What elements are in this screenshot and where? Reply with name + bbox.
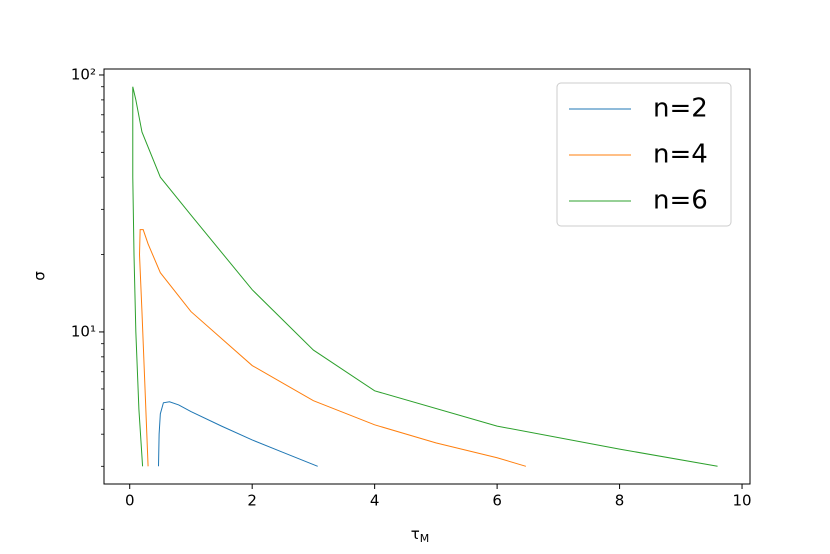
y-tick-label: 10¹: [71, 322, 96, 340]
y-tick-label: 10²: [71, 65, 96, 83]
series-line: [132, 86, 718, 467]
x-tick-label: 4: [370, 492, 380, 510]
x-axis-label-main: τ: [411, 525, 420, 543]
plot-frame: [103, 68, 751, 485]
x-axis-label: τM: [411, 525, 430, 546]
legend-label: n=4: [653, 140, 708, 170]
legend-label: n=6: [653, 186, 708, 216]
series-line: [139, 229, 527, 467]
series-line: [158, 401, 318, 467]
legend-box: [556, 82, 732, 227]
x-tick-label: 2: [247, 492, 257, 510]
x-axis-label-sub: M: [420, 532, 430, 545]
x-tick-label: 8: [615, 492, 625, 510]
x-tick-label: 10: [732, 492, 751, 510]
x-tick-label: 0: [125, 492, 135, 510]
y-axis-label: σ: [31, 271, 49, 281]
x-tick-label: 6: [492, 492, 502, 510]
legend-label: n=2: [653, 94, 708, 124]
